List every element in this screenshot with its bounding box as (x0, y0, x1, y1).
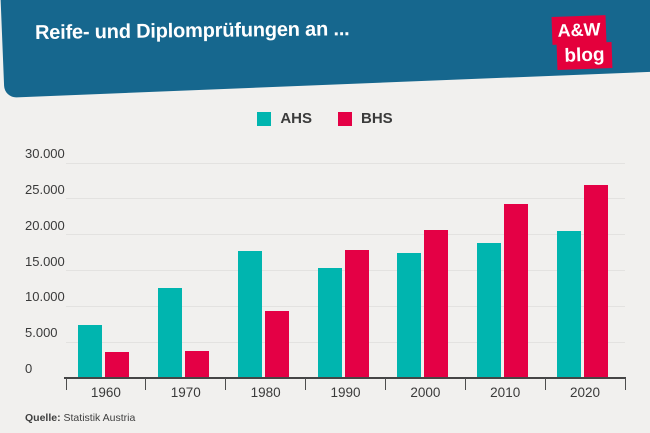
bar-ahs-1970 (157, 288, 182, 378)
x-axis-label-2010: 2010 (490, 385, 521, 400)
legend-item-ahs: AHS (257, 110, 312, 127)
y-axis-label-5.000: 5.000 (25, 325, 58, 341)
x-axis-label-2020: 2020 (570, 385, 601, 400)
ahs-color-swatch (257, 111, 272, 126)
bar-bhs-1990 (344, 249, 369, 378)
bar-ahs-2000 (397, 253, 422, 378)
bar-ahs-1990 (317, 267, 342, 378)
y-axis-label-0: 0 (25, 361, 33, 376)
bar-bhs-1960 (105, 352, 129, 378)
x-axis-tick (544, 378, 546, 390)
source-note: Quelle: Statistik Austria (25, 412, 135, 424)
y-axis-label-30.000: 30.000 (25, 146, 65, 161)
x-axis-tick (305, 378, 307, 390)
bar-ahs-1980 (237, 251, 262, 378)
bhs-color-swatch (338, 111, 352, 126)
bar-ahs-2020 (557, 231, 582, 378)
x-axis-tick (384, 378, 386, 390)
bar-bhs-2020 (584, 184, 609, 378)
x-axis-label-1980: 1980 (250, 385, 281, 400)
x-axis-label-1960: 1960 (90, 385, 121, 400)
legend-label-ahs: AHS (280, 110, 312, 127)
x-axis-tick (464, 378, 466, 390)
source-prefix: Quelle: (25, 412, 61, 424)
y-axis-label-25.000: 25.000 (25, 181, 65, 197)
source-text: Statistik Austria (63, 412, 136, 424)
x-axis-label-1990: 1990 (330, 385, 361, 400)
y-axis-label-15.000: 15.000 (25, 253, 65, 269)
legend: AHS BHS (0, 110, 650, 127)
y-axis-label-10.000: 10.000 (25, 289, 65, 305)
legend-item-bhs: BHS (338, 110, 393, 127)
gridline-25.000 (66, 198, 625, 200)
gridline-30.000 (66, 162, 625, 164)
x-axis-label-1970: 1970 (170, 385, 201, 400)
legend-label-bhs: BHS (361, 110, 393, 127)
x-axis-tick (145, 378, 147, 390)
x-axis-tick (225, 378, 227, 390)
bar-bhs-1970 (184, 350, 209, 378)
x-axis-tick (624, 378, 626, 390)
y-axis-label-20.000: 20.000 (25, 217, 65, 233)
x-axis-tick (65, 378, 67, 390)
x-axis-line (64, 376, 626, 379)
bar-ahs-1960 (78, 324, 102, 378)
bar-bhs-2010 (504, 203, 529, 378)
bar-bhs-1980 (264, 310, 289, 378)
bar-ahs-2010 (477, 242, 502, 378)
bar-bhs-2000 (424, 229, 449, 378)
gridline-20.000 (66, 234, 625, 236)
x-axis-label-2000: 2000 (410, 385, 441, 400)
